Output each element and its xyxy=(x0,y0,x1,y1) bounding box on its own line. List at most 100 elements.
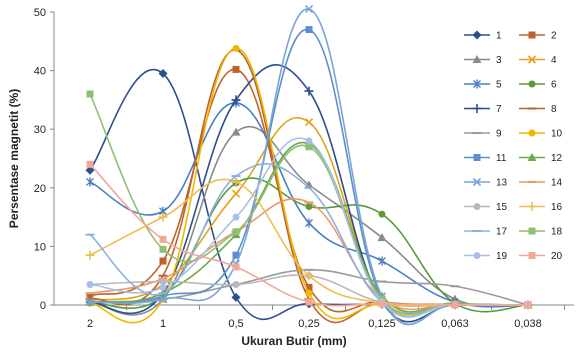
data-point-20-2 xyxy=(232,263,240,271)
data-point-15-1 xyxy=(159,278,167,286)
legend-marker xyxy=(473,252,481,259)
legend-marker xyxy=(528,80,536,88)
x-tick-label: 1 xyxy=(160,318,166,330)
legend-label: 13 xyxy=(496,178,508,189)
legend-label: 9 xyxy=(496,129,502,140)
legend-label: 2 xyxy=(551,31,557,42)
series-lines xyxy=(85,5,533,326)
legend-item-20: 20 xyxy=(519,251,563,262)
legend-item-10: 10 xyxy=(519,129,563,140)
legend-marker xyxy=(473,154,481,161)
data-point-2-1 xyxy=(159,257,167,265)
legend-marker xyxy=(473,79,481,89)
data-point-13-0 xyxy=(85,298,95,307)
data-point-16-3 xyxy=(304,271,314,281)
legend-label: 10 xyxy=(551,129,563,140)
data-point-20-5 xyxy=(451,301,459,309)
data-point-15-2 xyxy=(232,280,240,288)
data-point-6-3 xyxy=(305,203,313,211)
data-point-4-2 xyxy=(231,189,241,198)
y-tick-label: 0 xyxy=(40,300,46,312)
data-point-1-0 xyxy=(85,165,95,175)
data-point-2-0 xyxy=(86,292,94,300)
legend-item-16: 16 xyxy=(519,202,563,213)
data-point-4-3 xyxy=(304,118,314,127)
data-point-19-2 xyxy=(232,213,240,221)
x-tick-label: 0,125 xyxy=(368,318,396,330)
data-point-20-0 xyxy=(86,160,94,168)
legend-item-7: 7 xyxy=(464,104,502,115)
legend-label: 1 xyxy=(496,31,502,42)
data-point-19-1 xyxy=(159,283,167,291)
x-tick-label: 0,038 xyxy=(514,318,542,330)
legend-label: 19 xyxy=(496,251,508,262)
legend-item-17: 17 xyxy=(464,227,508,238)
legend-label: 4 xyxy=(551,55,557,66)
legend-label: 18 xyxy=(551,227,563,238)
y-tick-label: 40 xyxy=(34,66,46,78)
data-point-20-4 xyxy=(378,300,386,308)
legend-label: 20 xyxy=(551,251,563,262)
legend-marker xyxy=(472,30,482,40)
legend-item-6: 6 xyxy=(519,80,557,91)
legend-label: 12 xyxy=(551,153,563,164)
legend-item-9: 9 xyxy=(464,129,502,140)
data-point-16-1 xyxy=(158,212,168,222)
legend-marker xyxy=(528,129,536,137)
data-point-2-3 xyxy=(305,283,313,291)
legend-item-12: 12 xyxy=(519,153,563,164)
legend-item-13: 13 xyxy=(464,178,508,189)
legend-item-8: 8 xyxy=(519,104,557,115)
series-line-11 xyxy=(89,28,529,326)
y-tick-label: 20 xyxy=(34,183,46,195)
data-point-1-1 xyxy=(158,69,168,79)
legend-label: 14 xyxy=(551,178,563,189)
data-point-11-3 xyxy=(305,26,313,34)
data-point-20-1 xyxy=(159,235,167,243)
data-point-19-3 xyxy=(305,137,313,145)
data-point-20-3 xyxy=(305,298,313,306)
legend-marker xyxy=(472,55,482,63)
data-point-5-4 xyxy=(378,256,386,266)
legend-marker xyxy=(527,202,537,211)
legend-label: 7 xyxy=(496,104,502,115)
data-point-5-3 xyxy=(305,218,313,228)
legend-marker xyxy=(528,31,536,39)
legend-marker xyxy=(527,153,537,161)
data-point-2-2 xyxy=(232,65,240,73)
legend-label: 5 xyxy=(496,80,502,91)
data-point-10-2 xyxy=(232,44,240,52)
data-point-11-2 xyxy=(232,251,240,259)
data-point-3-4 xyxy=(377,233,387,242)
data-point-18-0 xyxy=(86,90,94,98)
legend-marker xyxy=(528,252,536,259)
y-tick-label: 10 xyxy=(34,241,46,253)
data-point-16-2 xyxy=(231,177,241,187)
legend-item-14: 14 xyxy=(519,178,563,189)
legend-item-1: 1 xyxy=(464,30,502,42)
legend-label: 11 xyxy=(496,153,507,164)
data-point-3-2 xyxy=(231,127,241,136)
legend-item-2: 2 xyxy=(519,31,557,42)
legend-marker xyxy=(528,227,536,235)
data-point-13-3 xyxy=(304,5,314,14)
series-line-7 xyxy=(89,64,529,323)
data-point-18-2 xyxy=(232,228,240,236)
legend-label: 16 xyxy=(551,202,563,213)
legend-item-18: 18 xyxy=(519,227,563,238)
legend-marker xyxy=(473,203,481,210)
data-point-13-1 xyxy=(158,295,168,304)
legend-marker xyxy=(472,104,482,113)
axes: 0 10 20 30 40 50 2 1 0,5 0,25 0,125 0,063 0,038 xyxy=(34,7,574,330)
data-point-18-1 xyxy=(159,245,167,253)
x-tick-label: 2 xyxy=(87,318,93,330)
data-point-19-0 xyxy=(86,280,94,288)
legend-label: 3 xyxy=(496,55,502,66)
y-tick-label: 50 xyxy=(34,7,46,19)
legend-item-4: 4 xyxy=(519,55,557,66)
legend-item-15: 15 xyxy=(464,202,508,213)
data-point-18-3 xyxy=(305,143,313,151)
